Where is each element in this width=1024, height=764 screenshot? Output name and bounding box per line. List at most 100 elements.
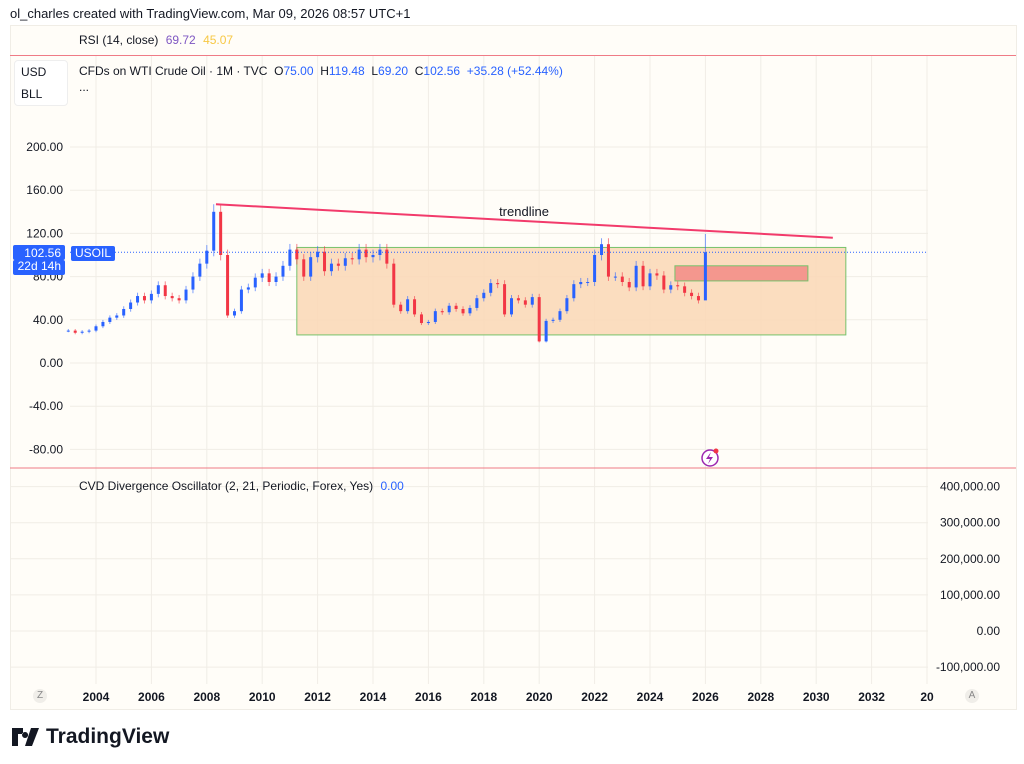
candle-body: [295, 249, 299, 260]
candle-body: [419, 314, 423, 324]
symbol-legend[interactable]: CFDs on WTI Crude Oil · 1M · TVC O75.00 …: [79, 64, 563, 78]
price-tag-countdown: 22d 14h: [13, 260, 65, 275]
candle-body: [565, 298, 569, 312]
candle-body: [129, 302, 133, 309]
candle-body: [696, 296, 700, 301]
candle-body: [163, 285, 167, 297]
candle-body: [475, 298, 479, 308]
candle-body: [385, 249, 389, 264]
year-tick-label: 2026: [692, 690, 719, 704]
candle-body: [447, 305, 451, 313]
year-tick-label: 2016: [415, 690, 442, 704]
year-tick-label: 2022: [581, 690, 608, 704]
candle-body: [676, 285, 680, 287]
zoom-reset-button[interactable]: Z: [33, 689, 47, 703]
year-tick-label: 2008: [193, 690, 220, 704]
year-tick-label: 2018: [470, 690, 497, 704]
candle-body: [662, 275, 666, 290]
candle-body: [101, 321, 105, 327]
cvd-label: CVD Divergence Oscillator (2, 21, Period…: [79, 479, 374, 493]
candle-body: [73, 330, 77, 333]
cvd-legend[interactable]: CVD Divergence Oscillator (2, 21, Period…: [79, 479, 404, 493]
candle-body: [87, 330, 91, 332]
open-label: O: [274, 64, 284, 78]
year-tick-label: 2014: [360, 690, 387, 704]
high-value: 119.48: [328, 64, 365, 78]
candle-body: [226, 255, 230, 316]
year-tick-label: 2006: [138, 690, 165, 704]
brand-name: TradingView: [46, 725, 170, 748]
rsi-legend[interactable]: RSI (14, close) 69.72 45.07: [79, 33, 233, 47]
year-tick-label: 20: [920, 690, 934, 704]
low-label: L: [371, 64, 379, 78]
candle-body: [641, 265, 645, 287]
candle-body: [233, 311, 236, 316]
candle-body: [551, 319, 555, 321]
candle-body: [184, 289, 188, 301]
candle-body: [66, 330, 70, 332]
candle-body: [620, 276, 624, 282]
candle-body: [343, 258, 347, 266]
candle-body: [433, 311, 437, 322]
candle-body: [489, 283, 493, 293]
currency-unit: USD: [21, 65, 47, 79]
candle-body: [302, 259, 306, 277]
candle-body: [191, 276, 195, 290]
candle-body: [156, 285, 160, 294]
candle-body: [606, 244, 610, 277]
candle-body: [136, 296, 140, 303]
legend-more-button[interactable]: ...: [79, 80, 90, 94]
ticker-tag: USOIL: [71, 246, 116, 261]
chart-credit: ol_charles created with TradingView.com,…: [10, 6, 411, 21]
low-value: 69.20: [378, 64, 409, 78]
rsi-value-2: 45.07: [203, 33, 234, 47]
auto-scale-button[interactable]: A: [965, 689, 979, 703]
candle-body: [655, 273, 659, 276]
pane-separator[interactable]: [10, 55, 1016, 56]
rsi-value-1: 69.72: [165, 33, 196, 47]
open-value: 75.00: [283, 64, 314, 78]
candle-body: [350, 258, 354, 260]
candle-body: [586, 282, 590, 283]
price-tag: 102.56 22d 14h: [13, 245, 65, 275]
candle-body: [142, 296, 146, 301]
candle-body: [510, 298, 513, 315]
high-label: H: [320, 64, 329, 78]
candle-body: [364, 249, 368, 258]
candle-body: [115, 315, 119, 318]
candle-body: [468, 307, 472, 314]
candle-body: [593, 255, 597, 282]
candle-body: [413, 299, 417, 315]
symbol-name: CFDs on WTI Crude Oil · 1M · TVC: [79, 64, 268, 78]
candle-body: [440, 311, 444, 313]
rsi-label: RSI (14, close): [79, 33, 159, 47]
candle-body: [219, 211, 223, 255]
candle-body: [281, 265, 285, 277]
candle-body: [149, 293, 153, 301]
candle-body: [108, 317, 112, 322]
candle-body: [627, 282, 631, 288]
candle-body: [316, 251, 320, 258]
candle-body: [690, 292, 694, 297]
tradingview-logo-icon: [12, 728, 39, 746]
candle-body: [170, 296, 174, 299]
candle-body: [80, 331, 84, 333]
candle-body: [309, 257, 313, 277]
year-tick-label: 2020: [526, 690, 553, 704]
currency-button[interactable]: USD BLL: [14, 60, 68, 106]
candle-body: [239, 289, 243, 312]
price-tick-label: 160.00: [26, 183, 63, 197]
candle-body: [288, 249, 292, 266]
candle-body: [600, 244, 604, 255]
chart-frame: [10, 25, 1017, 710]
candle-body: [212, 211, 216, 251]
candle-body: [634, 265, 638, 288]
candle-body: [523, 300, 527, 305]
year-tick-label: 2010: [249, 690, 276, 704]
price-tick-label: 200.00: [26, 140, 63, 154]
price-tick-label: 40.00: [33, 313, 63, 327]
candle-body: [246, 287, 250, 290]
tradingview-logo[interactable]: TradingView: [12, 725, 169, 749]
candle-body: [122, 309, 126, 316]
